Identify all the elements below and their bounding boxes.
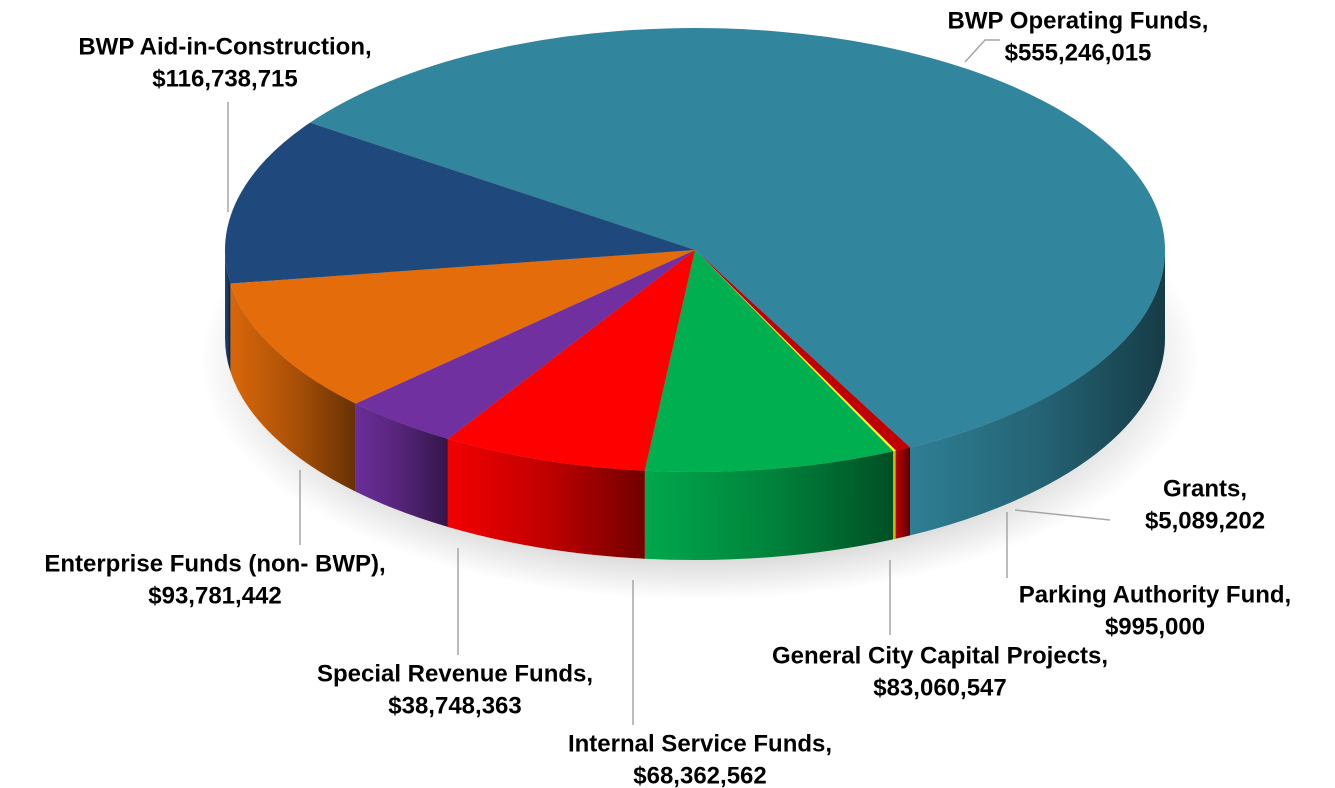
slice-side-shade	[230, 283, 356, 492]
value-label: $68,362,562	[633, 762, 766, 788]
slice	[309, 27, 1166, 448]
category-label: BWP Operating Funds,	[948, 7, 1209, 34]
slice-side-shade	[895, 447, 910, 539]
slice	[695, 250, 910, 451]
slice-side-shade	[355, 403, 448, 527]
slice	[447, 250, 695, 471]
leader-line	[964, 39, 1000, 63]
slice	[695, 250, 896, 452]
category-label: Special Revenue Funds,	[317, 660, 593, 687]
category-label: Internal Service Funds,	[568, 730, 832, 757]
slice-side-shade	[909, 250, 1165, 536]
slice-side-shade	[893, 450, 896, 540]
category-label: BWP Aid-in-Construction,	[78, 33, 371, 60]
category-label: Grants,	[1163, 475, 1247, 502]
slice	[644, 250, 894, 472]
value-label: $83,060,547	[873, 674, 1006, 701]
slice	[230, 250, 696, 404]
slice	[225, 122, 695, 284]
leader-line	[1014, 509, 1111, 521]
value-label: $116,738,715	[152, 65, 298, 92]
value-label: $995,000	[1105, 613, 1205, 640]
slice-side-shade	[225, 250, 231, 372]
category-label: General City Capital Projects,	[772, 642, 1108, 669]
category-label: Enterprise Funds (non- BWP),	[44, 550, 385, 577]
value-label: $38,748,363	[388, 692, 521, 719]
slice	[355, 250, 695, 439]
value-label: $555,246,015	[1005, 39, 1152, 66]
value-label: $93,781,442	[148, 582, 281, 609]
value-label: $5,089,202	[1145, 507, 1265, 534]
slice-side-shade	[447, 438, 645, 559]
slice-side-shade	[644, 451, 894, 560]
category-label: Parking Authority Fund,	[1019, 581, 1291, 608]
